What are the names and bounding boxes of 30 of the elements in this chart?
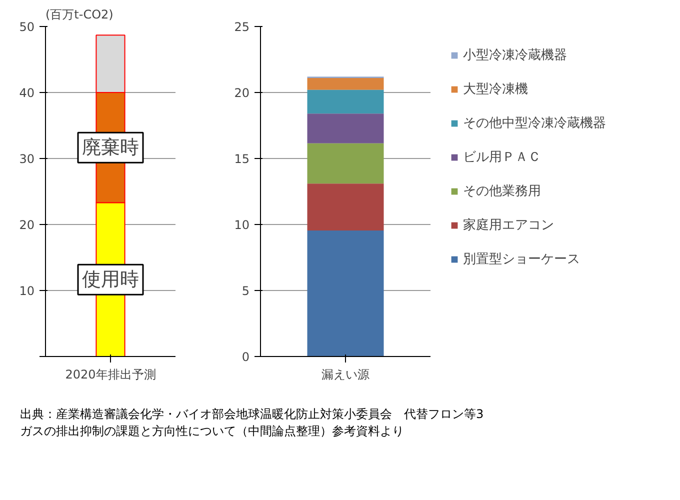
- bar: [307, 184, 384, 230]
- legend-label: 別置型ショーケース: [463, 251, 580, 268]
- legend-label: 家庭用エアコン: [463, 217, 554, 234]
- legend-label: ビル用ＰＡＣ: [463, 149, 541, 166]
- legend-label: 大型冷凍機: [463, 81, 528, 98]
- legend-label: 小型冷凍冷蔵機器: [463, 47, 567, 64]
- x-tick-label: 2020年排出予測: [65, 368, 156, 382]
- bar: [307, 143, 384, 184]
- y-tick-label: 30: [19, 152, 35, 166]
- y-tick-label: 10: [19, 284, 35, 298]
- y-tick-label: 20: [234, 86, 250, 100]
- bar: [307, 90, 384, 114]
- bar: [307, 230, 384, 356]
- legend-label: その他中型冷凍冷蔵機器: [463, 115, 606, 132]
- y-tick-label: 50: [19, 20, 35, 34]
- y-tick-label: 20: [19, 218, 35, 232]
- source-note: 出典：産業構造審議会化学・バイオ部会地球温暖化防止対策小委員会 代替フロン等3 ガスの排出抑制の課題と方向性について（中間論点整理）参考資料より: [20, 406, 484, 440]
- legend-label: その他業務用: [463, 183, 541, 200]
- y-tick-label: 10: [234, 218, 250, 232]
- y-tick-label: 5: [242, 284, 250, 298]
- y-tick-label: 25: [234, 20, 250, 34]
- y-tick-label: 15: [234, 152, 250, 166]
- y-axis-title: (百万t-CO2): [46, 8, 114, 22]
- bar: [307, 114, 384, 144]
- bar: [307, 78, 384, 90]
- annotation: 廃棄時: [82, 136, 139, 159]
- x-tick-label: 漏えい源: [322, 368, 370, 382]
- y-tick-label: 0: [242, 350, 250, 364]
- annotation: 使用時: [82, 268, 139, 291]
- y-tick-label: 40: [19, 86, 35, 100]
